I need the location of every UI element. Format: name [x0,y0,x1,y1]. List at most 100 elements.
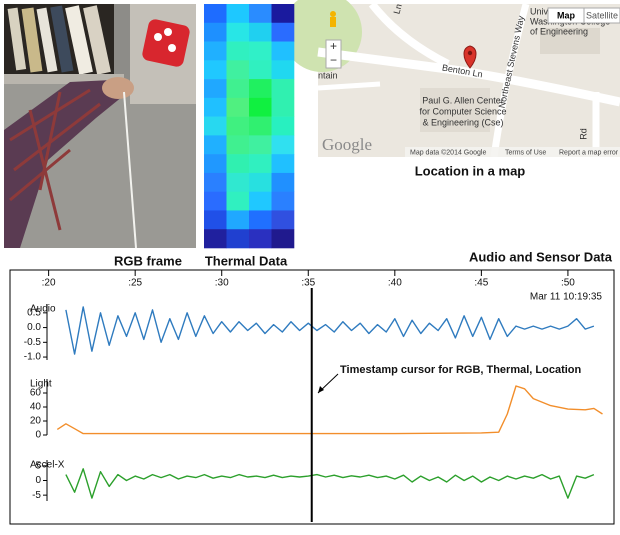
road [368,1,450,68]
y-tick-label: 0 [35,430,41,441]
thermal-cell [249,229,272,249]
thermal-cell [226,60,250,80]
satellite-button[interactable] [583,7,620,24]
thermal-cell [226,191,250,211]
book [7,7,27,71]
map-label: Paul G. Allen Center [422,95,504,105]
caption: Thermal Data [205,253,288,268]
thermal-grid [204,4,295,249]
map-footer: Map data ©2014 Google [410,148,486,156]
rgb-photo [4,4,196,249]
x-tick-label: :35 [301,278,315,289]
y-tick-label: 0.0 [27,322,41,333]
thermal-cell [271,22,295,42]
map-label: Rd [578,128,588,140]
map-pin [463,45,477,69]
zoom-control[interactable] [325,39,342,69]
thermal-cell [271,135,295,155]
arrow-head [318,386,324,393]
map-label: of Engineering [530,26,588,36]
x-tick-label: :50 [561,278,575,289]
die-pip [168,44,176,52]
hand [102,77,134,99]
thermal-cell [226,79,250,99]
thermal-cell [204,191,227,211]
map-footer[interactable]: Terms of Use [505,149,546,156]
plaid [9,88,101,231]
thermal-cell [249,191,272,211]
thermal-cell [271,210,295,230]
caption: Audio and Sensor Data [469,249,613,264]
y-tick-label: 0.5 [27,307,41,318]
thermal-cell [226,22,250,42]
thermal-cell [249,97,272,117]
thermal-cell [249,135,272,155]
thermal-cell [249,172,272,192]
series-line [65,306,595,355]
annotation: Timestamp cursor for RGB, Thermal, Locat… [340,364,582,376]
thermal-cell [249,4,272,24]
thermal-cell [204,229,227,249]
map-logo: Google [322,135,372,154]
satellite-button-label[interactable]: Satellite [586,10,618,20]
y-tick-label: 60 [30,388,42,399]
zoom-in[interactable]: + [330,39,337,53]
pegman [330,17,336,27]
x-tick-label: :45 [474,278,488,289]
y-tick-label: -0.5 [24,337,42,348]
map: + − ntain Ln Benton Ln Northeast Stevens… [282,0,620,158]
thermal-cell [271,79,295,99]
thermal-cell [249,210,272,230]
thermal-cell [249,22,272,42]
book [50,5,74,73]
thermal-cell [271,191,295,211]
thermal-cell [249,154,272,174]
thermal-cell [226,41,250,61]
caption: Location in a map [415,163,526,178]
thermal-cell [204,154,227,174]
series-label: Accel-X [30,460,65,471]
x-tick-label: :40 [388,278,402,289]
y-tick-label: 5 [35,460,41,471]
map-label: Ln [392,3,404,15]
thermal-cell [226,210,250,230]
building [420,88,490,132]
x-tick-label: :20 [42,278,56,289]
thermal-cell [271,41,295,61]
thermal-cell [271,97,295,117]
book [65,5,93,75]
thermal-cell [204,22,227,42]
road [490,3,530,158]
thermal-cell [226,229,250,249]
y-tick-label: -1.0 [24,352,42,363]
thermal-cell [226,154,250,174]
thermal-cell [204,79,227,99]
thermal-cell [204,135,227,155]
thermal-cell [204,116,227,136]
thermal-cell [249,116,272,136]
series-label: Audio [30,304,56,315]
book [83,5,111,75]
thermal-cell [204,60,227,80]
pin-dot [467,50,473,56]
thermal-cell [271,4,295,24]
thermal-cell [271,60,295,80]
map-footer[interactable]: Report a map error [559,149,619,156]
sleeve [4,80,128,248]
thermal-cell [204,172,227,192]
thermal-cell [271,229,295,249]
road [317,81,381,91]
map-button-label[interactable]: Map [557,10,576,20]
thermal-cell [226,97,250,117]
thermal-cell [226,135,250,155]
road [317,47,620,107]
x-tick-label: :25 [128,278,142,289]
zoom-out[interactable]: − [330,53,337,67]
y-tick-label: 40 [30,402,42,413]
shelf-edge [4,74,124,84]
y-tick-label: -5 [32,490,41,501]
thermal-cell [271,172,295,192]
timestamp: Mar 11 10:19:35 [530,292,603,303]
